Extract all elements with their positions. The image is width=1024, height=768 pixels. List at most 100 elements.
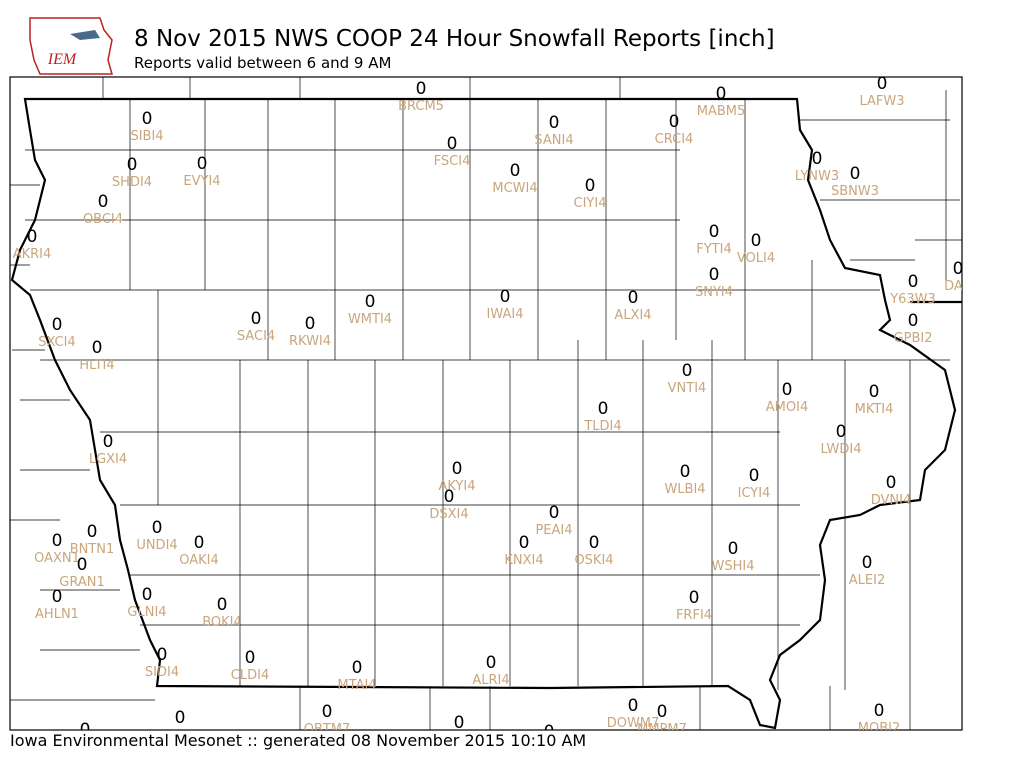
station-label: SBNW3 (831, 184, 879, 199)
station-value: 0 (585, 176, 596, 196)
station-label: OAXN1 (34, 551, 80, 566)
station-value: 0 (416, 79, 427, 99)
station-label: GLNI4 (127, 605, 166, 620)
station-label: DOWM7 (607, 716, 660, 731)
station-value: 0 (728, 539, 739, 559)
station-label: OBTM7 (304, 722, 351, 737)
station-label: IWAI4 (487, 307, 524, 322)
station-value: 0 (709, 265, 720, 285)
title: 8 Nov 2015 NWS COOP 24 Hour Snowfall Rep… (134, 26, 775, 52)
station-label: UNDI4 (136, 538, 177, 553)
station-label: DAR (944, 279, 972, 294)
station-label: KNXI4 (504, 553, 543, 568)
station-label: FSCI4 (434, 154, 471, 169)
footer: Iowa Environmental Mesonet :: generated … (10, 731, 586, 750)
station-value: 0 (92, 338, 103, 358)
station-label: AKYI4 (438, 479, 475, 494)
station-value: 0 (908, 311, 919, 331)
station-value: 0 (194, 533, 205, 553)
station-value: 0 (519, 533, 530, 553)
station-value: 0 (850, 164, 861, 184)
station-value: 0 (862, 553, 873, 573)
station-label: LGXI4 (89, 452, 127, 467)
station-value: 0 (877, 74, 888, 94)
station-label: SIDI4 (145, 665, 179, 680)
map-frame (9, 76, 963, 731)
station-label: WMTI4 (348, 312, 392, 327)
station-label: VNTI4 (668, 381, 707, 396)
station-value: 0 (77, 555, 88, 575)
station-label: WLBI4 (664, 482, 705, 497)
station-label: FRFI4 (676, 608, 712, 623)
station-value: 0 (549, 113, 560, 133)
station-value: 0 (908, 272, 919, 292)
station-value: 0 (80, 720, 91, 740)
station-value: 0 (103, 432, 114, 452)
station-value: 0 (197, 154, 208, 174)
station-value: 0 (689, 588, 700, 608)
station-label: MTAI4 (337, 678, 376, 693)
station-value: 0 (544, 722, 555, 742)
station-value: 0 (869, 382, 880, 402)
station-label: DVNI4 (871, 493, 912, 508)
station-label: CLDI4 (231, 668, 269, 683)
station-label: AHLN1 (35, 607, 79, 622)
station-value: 0 (669, 112, 680, 132)
station-value: 0 (452, 459, 463, 479)
station-label: AMOI4 (766, 400, 808, 415)
station-label: BOKI4 (202, 615, 242, 630)
station-value: 0 (628, 696, 639, 716)
station-label: EVYI4 (183, 174, 220, 189)
station-label: Y63W3 (889, 292, 936, 307)
station-value: 0 (444, 487, 455, 507)
station-value: 0 (510, 161, 521, 181)
station-label: LWDI4 (820, 442, 861, 457)
station-value: 0 (598, 399, 609, 419)
station-value: 0 (245, 648, 256, 668)
station-value: 0 (217, 595, 228, 615)
station-value: 0 (628, 288, 639, 308)
station-value: 0 (251, 309, 262, 329)
station-label: GPBI2 (894, 331, 933, 346)
station-value: 0 (175, 708, 186, 728)
station-label: MOBI2 (858, 721, 900, 736)
station-label: LAFW3 (859, 94, 904, 109)
station-value: 0 (874, 701, 885, 721)
station-label: PEAI4 (535, 523, 572, 538)
station-label: FYTI4 (696, 242, 731, 257)
station-label: CIYI4 (574, 196, 607, 211)
station-label: MCWI4 (492, 181, 537, 196)
stations: 0BRCM50MABM50LAFW30SIBI40SANI40CRCI40FSC… (13, 74, 972, 742)
station-value: 0 (305, 314, 316, 334)
station-label: SNYI4 (695, 285, 733, 300)
county-lines (10, 77, 962, 730)
station-value: 0 (127, 155, 138, 175)
station-label: ALXI4 (614, 308, 651, 323)
station-label: VOLI4 (737, 251, 775, 266)
iowa-border (10, 97, 957, 730)
station-label: ALEI2 (849, 573, 885, 588)
station-label: DSXI4 (429, 507, 468, 522)
station-label: LYNW3 (795, 169, 839, 184)
station-value: 0 (447, 134, 458, 154)
station-label: SIBI4 (130, 129, 163, 144)
station-value: 0 (142, 109, 153, 129)
station-label: MMPM7 (637, 722, 687, 737)
station-value: 0 (486, 653, 497, 673)
station-value: 0 (680, 462, 691, 482)
station-label: OSKI4 (574, 553, 613, 568)
station-value: 0 (500, 287, 511, 307)
station-label: OBCI4 (83, 212, 123, 227)
station-label: ALRI4 (472, 673, 509, 688)
station-label: WSHI4 (712, 559, 755, 574)
station-value: 0 (549, 503, 560, 523)
station-value: 0 (782, 380, 793, 400)
station-value: 0 (87, 522, 98, 542)
station-value: 0 (365, 292, 376, 312)
station-value: 0 (657, 702, 668, 722)
map (10, 77, 962, 730)
station-label: BRCM5 (398, 99, 444, 114)
station-label: GRAN1 (59, 575, 104, 590)
logo-text: IEM (47, 51, 78, 68)
